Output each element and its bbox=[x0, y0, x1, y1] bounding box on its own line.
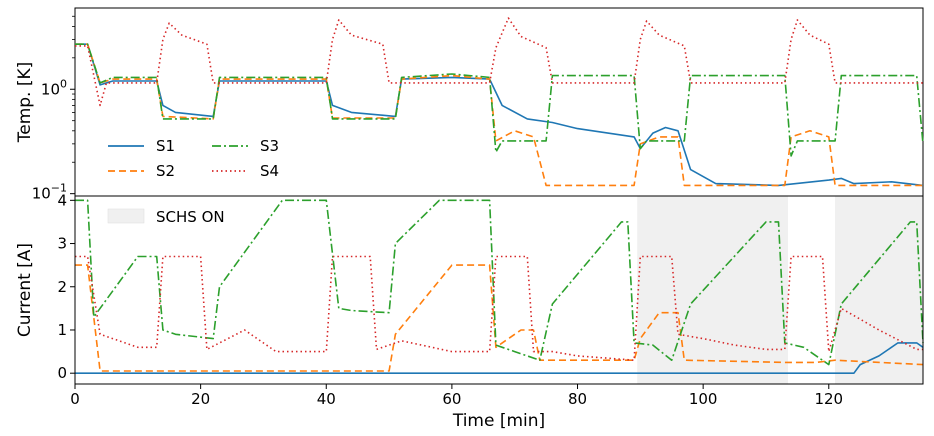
current-plot-frame bbox=[74, 195, 924, 385]
temp-series-s1 bbox=[75, 43, 924, 187]
current-y-tick-label: 2 bbox=[57, 278, 67, 296]
time-x-ticks: 0 20 40 60 80 100 120 bbox=[70, 384, 843, 408]
legend-label-s1: S1 bbox=[156, 137, 175, 155]
time-x-tick-label: 0 bbox=[70, 390, 80, 408]
current-y-tick-label: 0 bbox=[57, 364, 67, 382]
current-y-tick-label: 4 bbox=[57, 191, 67, 209]
time-x-tick-label: 120 bbox=[814, 390, 843, 408]
legend-label-s2: S2 bbox=[156, 162, 175, 180]
time-x-tick-label: 20 bbox=[191, 390, 210, 408]
schs-on-region bbox=[637, 196, 788, 384]
temp-y-tick-label: 100 bbox=[41, 77, 67, 98]
time-x-tick-label: 60 bbox=[442, 390, 461, 408]
schs-legend-swatch bbox=[107, 208, 145, 224]
current-y-tick-label: 3 bbox=[57, 235, 67, 253]
temperature-y-ticks: 100 10−1 bbox=[32, 15, 75, 203]
time-x-tick-label: 100 bbox=[689, 390, 718, 408]
schs-on-region bbox=[835, 196, 923, 384]
temperature-y-axis-label: Temp. [K] bbox=[15, 62, 35, 144]
temperature-plot-area bbox=[74, 7, 924, 197]
legend-label-s3: S3 bbox=[260, 137, 279, 155]
schs-shaded-regions bbox=[637, 196, 923, 384]
current-series-s3 bbox=[75, 199, 924, 366]
schs-legend: SCHS ON bbox=[107, 208, 225, 226]
temperature-series-lines bbox=[75, 17, 924, 187]
temp-y-tick-label: 10−1 bbox=[32, 182, 67, 203]
time-x-axis-label: Time [min] bbox=[452, 411, 545, 431]
schs-legend-label: SCHS ON bbox=[156, 208, 225, 226]
legend-label-s4: S4 bbox=[260, 162, 279, 180]
temp-series-s3 bbox=[75, 43, 924, 157]
current-y-axis-label: Current [A] bbox=[15, 243, 35, 337]
temp-series-s4 bbox=[75, 17, 923, 107]
time-x-tick-label: 40 bbox=[317, 390, 336, 408]
current-y-tick-label: 1 bbox=[57, 321, 67, 339]
current-y-ticks: 0 1 2 3 4 bbox=[57, 191, 75, 382]
current-series-s4 bbox=[75, 255, 923, 361]
current-panel: 0 1 2 3 4 0 20 40 60 80 100 120 Current [A] Time [… bbox=[15, 191, 924, 431]
current-series-s1 bbox=[75, 342, 924, 374]
current-series-lines bbox=[75, 199, 924, 374]
temperature-panel: 100 10−1 Temp. [K] S1 S2 S3 S4 bbox=[15, 7, 924, 203]
time-x-tick-label: 80 bbox=[568, 390, 587, 408]
temperature-legend: S1 S2 S3 S4 bbox=[108, 137, 279, 180]
